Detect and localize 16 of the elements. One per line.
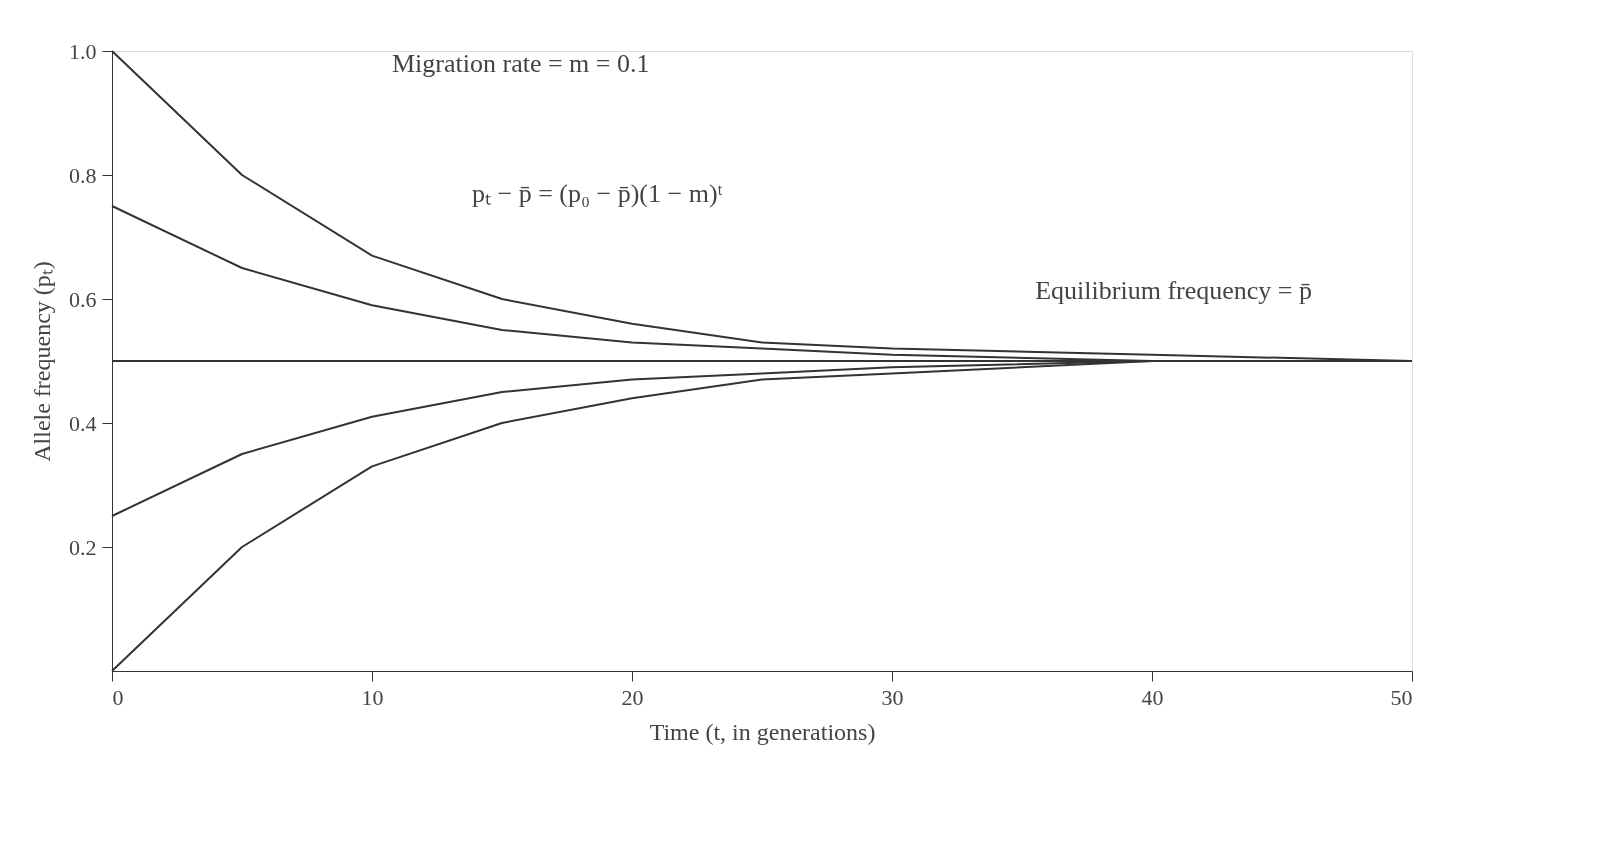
x-tick-label: 20 xyxy=(621,684,644,710)
x-tick-label: 50 xyxy=(1390,684,1413,710)
x-tick-label: 30 xyxy=(881,684,904,710)
y-tick-label: 0.2 xyxy=(69,534,97,560)
x-tick-label: 10 xyxy=(361,684,384,710)
x-axis-title: Time (t, in generations) xyxy=(649,718,876,745)
annotation: Migration rate = m = 0.1 xyxy=(392,49,650,78)
y-tick-label: 0.8 xyxy=(69,162,97,188)
annotation: pₜ − p̄ = (p₀ − p̄)(1 − m)ᵗ xyxy=(472,179,723,208)
y-tick-label: 1.0 xyxy=(69,38,97,64)
x-tick-label: 40 xyxy=(1141,684,1164,710)
y-tick-label: 0.4 xyxy=(69,410,97,436)
annotation: Equilibrium frequency = p̄ xyxy=(1035,276,1312,305)
x-tick-label: 0 xyxy=(112,684,124,710)
y-tick-label: 0.6 xyxy=(69,286,97,312)
y-axis-title: Allele frequency (pₜ) xyxy=(29,261,55,462)
